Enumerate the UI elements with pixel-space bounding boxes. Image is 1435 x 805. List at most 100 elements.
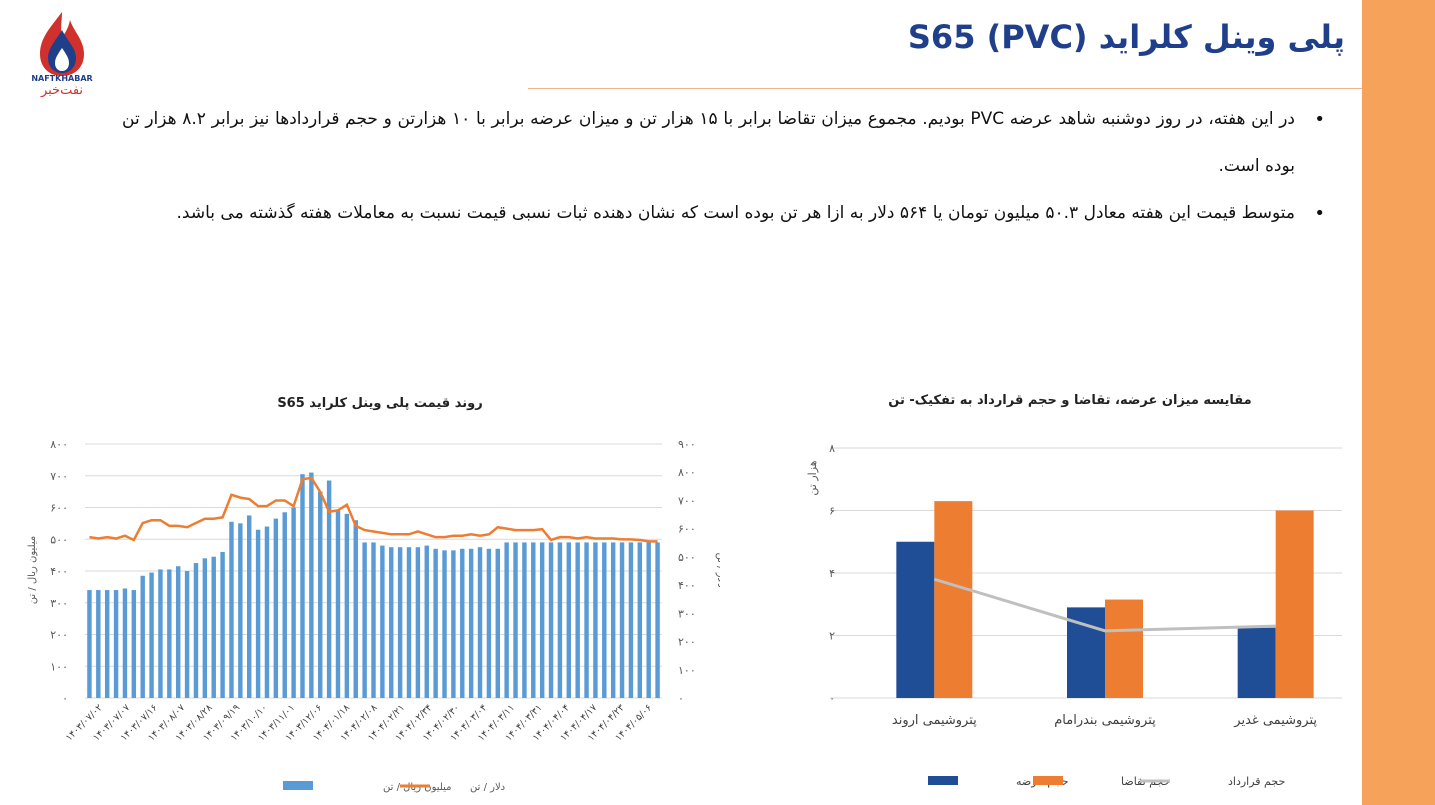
price-bar <box>211 556 216 698</box>
price-bar <box>380 545 385 698</box>
y-tick-label: ۴۰۰ <box>50 565 68 578</box>
bullet-item: متوسط قیمت این هفته معادل ۵۰.۳ میلیون تو… <box>122 190 1325 237</box>
price-bar <box>451 550 456 698</box>
price-bar <box>371 542 376 698</box>
y-tick-label: ۱۰۰ <box>50 660 68 673</box>
bar-demand <box>934 501 973 698</box>
price-bar <box>220 551 225 698</box>
y2-tick-label: ۶۰۰ <box>678 523 696 536</box>
price-bar <box>522 542 527 698</box>
bar-supply <box>896 541 935 698</box>
y2-tick-label: ۷۰۰ <box>678 494 696 507</box>
price-bar <box>646 542 651 698</box>
price-bar <box>202 558 208 698</box>
price-bar <box>362 542 367 698</box>
price-bar <box>184 571 190 698</box>
price-bar <box>504 542 509 698</box>
y-tick-label: ۲۰۰ <box>50 629 68 642</box>
price-bar <box>584 542 589 698</box>
bullet-item: در این هفته، در روز دوشنبه شاهد عرضه PVC… <box>122 96 1325 190</box>
y-tick-label: ۴ <box>829 567 835 580</box>
price-bar <box>566 542 572 698</box>
legend-label: حجم قرارداد <box>1228 775 1285 788</box>
price-bar <box>548 542 554 698</box>
x-category-label: پتروشیمی اروند <box>892 713 977 728</box>
price-bar <box>318 491 323 698</box>
y2-tick-label: ۵۰۰ <box>678 551 696 564</box>
price-bar <box>264 526 270 698</box>
price-bar <box>433 548 438 698</box>
chart-title: مقایسه میزان عرضه، تقاضا و حجم قرارداد ب… <box>888 393 1251 408</box>
legend-swatch <box>928 776 958 785</box>
legend-swatch <box>1033 776 1063 785</box>
price-bar <box>575 542 580 698</box>
price-bar <box>113 590 119 698</box>
supply-demand-chart: مقایسه میزان عرضه، تقاضا و حجم قرارداد ب… <box>806 393 1342 788</box>
flame-icon <box>40 12 84 76</box>
y-tick-label: ۳۰۰ <box>50 597 68 610</box>
price-bar <box>495 548 500 698</box>
y2-tick-label: ۲۰۰ <box>678 636 696 649</box>
logo-text: NAFTKHABAR <box>31 74 93 83</box>
price-bar <box>655 542 660 698</box>
price-bar <box>300 474 305 698</box>
dollar-line <box>89 476 658 543</box>
y2-tick-label: ۰ <box>678 692 684 705</box>
title-divider <box>528 88 1362 89</box>
price-bar <box>309 472 314 698</box>
price-bar <box>335 510 341 698</box>
legend-swatch <box>283 781 313 790</box>
chart-title: روند قیمت پلی وینل کلراید S65 <box>277 396 482 411</box>
price-bar <box>193 563 199 698</box>
y-tick-label: ۶ <box>829 505 835 518</box>
y2-tick-label: ۹۰۰ <box>678 438 696 451</box>
bar-demand <box>1105 599 1143 698</box>
summary-bullets: در این هفته، در روز دوشنبه شاهد عرضه PVC… <box>122 96 1325 237</box>
y-tick-label: ۸ <box>829 442 835 455</box>
price-bar <box>593 542 598 698</box>
accent-sidebar <box>1362 0 1435 805</box>
y-tick-label: ۲ <box>829 630 835 643</box>
price-bar <box>539 542 545 698</box>
legend-label: دلار / تن <box>470 782 505 793</box>
price-bar <box>619 542 625 698</box>
price-bar <box>326 480 332 698</box>
price-bar <box>291 507 296 698</box>
price-bar <box>415 547 421 698</box>
y2-axis-label: دلار / تن <box>715 552 720 587</box>
price-bar <box>513 542 518 698</box>
logo-subtext: نفت‌خبر <box>40 83 84 98</box>
price-bar <box>468 548 474 698</box>
price-bar <box>149 572 154 698</box>
bar-demand <box>1275 510 1314 698</box>
price-bar <box>104 590 110 698</box>
price-bar <box>602 542 607 698</box>
y-tick-label: ۶۰۰ <box>50 502 68 515</box>
price-bar <box>96 590 101 698</box>
price-bar <box>273 518 279 698</box>
y-axis-label: هزار تن <box>806 460 819 495</box>
page-title: پلی وینل کلراید (PVC) S65 <box>907 18 1345 56</box>
price-bar <box>424 545 429 698</box>
y2-tick-label: ۱۰۰ <box>678 664 696 677</box>
price-bar <box>255 529 261 698</box>
price-bar <box>442 550 447 698</box>
y2-tick-label: ۸۰۰ <box>678 466 696 479</box>
contract-line <box>933 577 1276 633</box>
y-tick-label: ۰ <box>62 692 68 705</box>
x-category-label: پتروشیمی غدیر <box>1233 713 1317 728</box>
naftkhabar-logo <box>28 10 98 100</box>
price-bar <box>397 547 403 698</box>
price-bar <box>557 542 563 698</box>
price-bar <box>238 523 243 698</box>
price-bar <box>477 547 483 698</box>
x-category-label: پتروشیمی بندرامام <box>1054 713 1156 728</box>
y-tick-label: ۷۰۰ <box>50 470 68 483</box>
y-tick-label: ۸۰۰ <box>50 438 68 451</box>
price-bar <box>344 513 350 698</box>
price-bar <box>87 590 92 698</box>
price-bar <box>140 575 145 698</box>
price-bar <box>282 512 287 698</box>
price-bar <box>406 547 412 698</box>
price-bar <box>353 520 358 698</box>
